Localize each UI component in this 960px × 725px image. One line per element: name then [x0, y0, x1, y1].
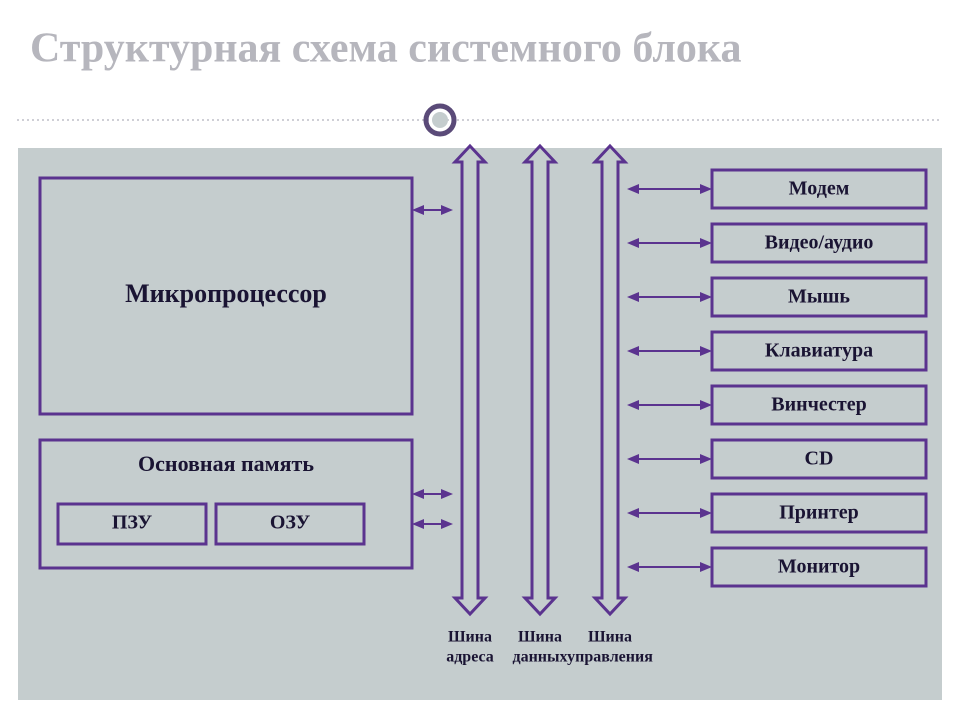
- device-2: Мышь: [712, 278, 926, 316]
- device-label-1: Видео/аудио: [765, 232, 874, 254]
- device-0: Модем: [712, 170, 926, 208]
- memory-label: Основная память: [138, 451, 314, 476]
- device-label-2: Мышь: [788, 286, 850, 308]
- device-label-5: CD: [805, 448, 834, 470]
- device-6: Принтер: [712, 494, 926, 532]
- ozu-label: ОЗУ: [270, 512, 311, 534]
- device-label-3: Клавиатура: [765, 340, 873, 362]
- pzu-label: ПЗУ: [112, 512, 153, 534]
- cpu-label: Микропроцессор: [125, 279, 327, 308]
- device-3: Клавиатура: [712, 332, 926, 370]
- title: Структурная схема системного блока: [30, 26, 741, 72]
- decor-circle-inner: [432, 112, 448, 128]
- device-label-6: Принтер: [779, 502, 859, 524]
- device-5: CD: [712, 440, 926, 478]
- device-1: Видео/аудио: [712, 224, 926, 262]
- bus-label-data-1: Шина: [518, 629, 562, 646]
- device-4: Винчестер: [712, 386, 926, 424]
- bus-label-data-2: данных: [512, 649, 567, 666]
- bus-label-addr-1: Шина: [448, 629, 492, 646]
- device-label-4: Винчестер: [771, 394, 867, 416]
- device-label-7: Монитор: [778, 556, 860, 578]
- bus-label-addr-2: адреса: [446, 649, 494, 666]
- diagram: Структурная схема системного блока Шина ад…: [0, 0, 960, 720]
- device-label-0: Модем: [789, 178, 850, 200]
- device-7: Монитор: [712, 548, 926, 586]
- bus-label-ctrl-1: Шина: [588, 629, 632, 646]
- bus-label-ctrl-2: управления: [567, 649, 653, 666]
